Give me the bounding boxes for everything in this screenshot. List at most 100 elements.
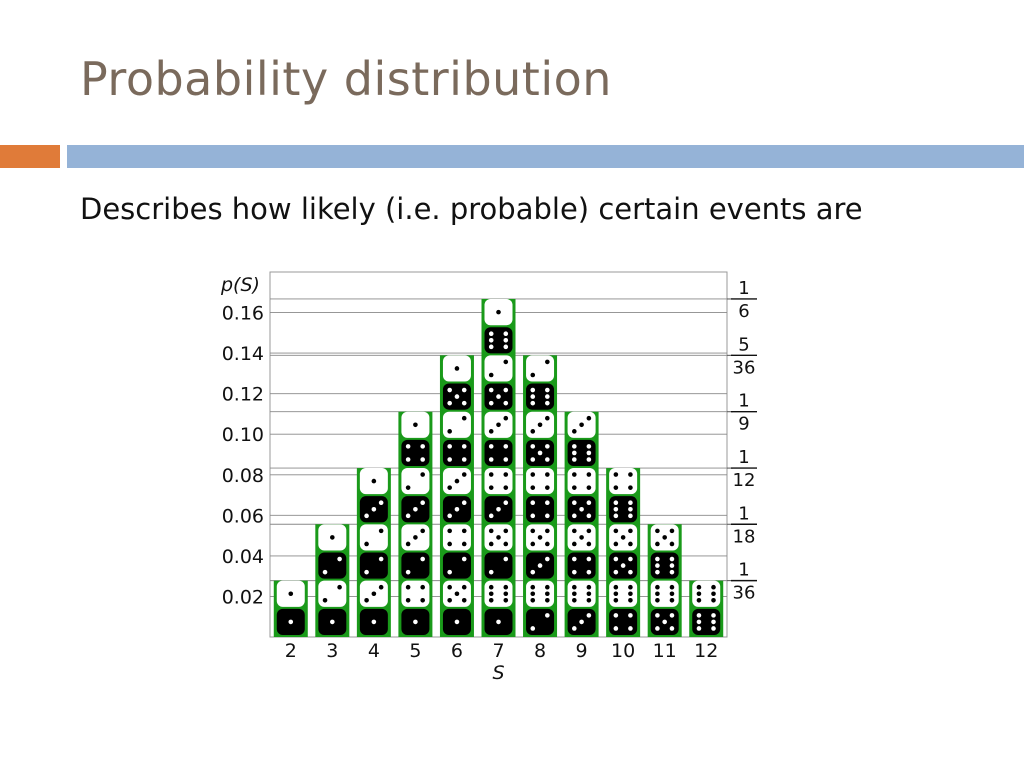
x-tick-label: 9 [576,640,588,662]
die-pip [545,513,550,519]
die-pip [530,598,536,603]
die-face [401,468,430,495]
slide-subtitle: Describes how likely (i.e. probable) cer… [80,192,863,226]
die-white [442,411,471,438]
die-white [609,524,638,551]
slide-title: Probability distribution [80,52,612,106]
die-pip [579,619,584,625]
die-pip [696,626,702,631]
right-fraction-numerator: 5 [738,334,749,355]
die-pip [655,541,660,547]
die-pip [461,541,467,547]
die-pip [488,513,494,519]
die-pip [655,613,660,618]
die-pip [628,598,633,603]
die-face [567,439,596,467]
die-face [650,552,679,579]
die-pip [662,535,667,540]
die-pip [586,584,592,590]
die-pip [503,485,509,490]
die-face [484,468,513,495]
die-black [484,383,513,410]
die-pip [461,444,467,449]
die-pip [586,541,592,547]
die-pip [371,478,377,484]
die-pip [503,415,509,421]
die-pip [503,387,509,393]
die-pip [613,472,619,477]
die-face [401,552,430,579]
die-pip [405,569,411,575]
die-pip [572,626,577,631]
die-black [484,327,513,354]
die-black [484,439,513,467]
die-pip [628,506,633,512]
die-white [318,580,347,607]
die-white [318,524,347,551]
die-pip [711,598,716,603]
die-pip [503,500,509,506]
die-face [567,580,596,607]
die-pip [586,613,592,618]
die-face [484,580,513,607]
die-white [401,411,430,438]
die-pip [586,591,592,597]
die-pip [572,485,577,490]
die-pip [669,569,675,575]
die-white [484,580,513,607]
die-pip [330,535,335,540]
die-face [359,524,388,551]
die-pip [628,556,633,562]
die-white [526,355,555,382]
die-pip [503,344,509,350]
die-face [526,355,555,382]
die-black [484,552,513,579]
die-pip [613,591,619,597]
die-pip [503,331,509,337]
x-tick-label: 12 [694,640,718,662]
die-pip [364,569,369,575]
die-face [401,580,430,607]
die-pip [530,513,536,519]
die-pip [711,584,716,590]
die-pip [447,485,452,490]
die-pip [572,584,577,590]
die-pip [288,619,294,625]
die-pip [669,563,675,568]
die-pip [503,556,509,562]
die-face [692,608,721,635]
die-pip [613,528,619,534]
die-pip [586,569,592,575]
die-black [442,608,471,635]
die-pip [420,598,425,603]
die-black [526,383,555,410]
die-pip [545,394,550,399]
die-pip [454,478,460,484]
die-black [609,496,638,523]
die-black [484,608,513,635]
die-face [318,580,347,607]
die-pip [447,387,452,393]
die-pip [461,415,467,421]
die-pip [613,485,619,490]
die-pip [496,506,501,512]
right-fraction-numerator: 1 [738,391,749,412]
die-pip [447,513,452,519]
die-white [442,355,471,382]
die-pip [488,372,494,378]
die-pip [405,598,411,603]
die-pip [586,500,592,506]
die-pip [461,457,467,462]
bar-7 [481,298,516,637]
die-black [650,608,679,635]
die-black [401,496,430,523]
x-axis-label: S [492,662,504,684]
die-pip [530,372,536,378]
die-pip [496,535,501,540]
die-pip [572,500,577,506]
die-pip [378,528,384,534]
die-pip [537,535,543,540]
die-pip [420,457,425,462]
die-pip [503,400,509,406]
